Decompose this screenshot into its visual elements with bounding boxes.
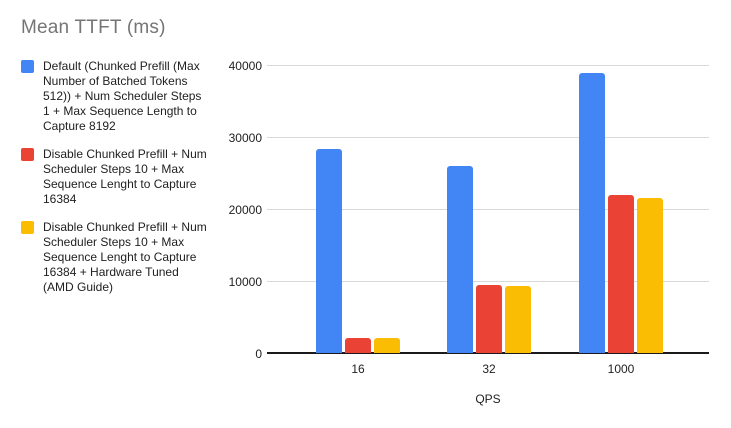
bar-yellow-qps-16 xyxy=(374,337,400,353)
bar-group-qps-32 xyxy=(447,165,531,353)
bar-blue-qps-1000 xyxy=(579,72,605,353)
bar-group-qps-16 xyxy=(316,149,400,353)
chart-title: Mean TTFT (ms) xyxy=(21,17,166,38)
x-tick-label-1000: 1000 xyxy=(607,362,635,376)
y-tick-label-40000: 40000 xyxy=(228,59,262,73)
bar-blue-qps-32 xyxy=(447,165,473,353)
y-tick-label-20000: 20000 xyxy=(228,203,262,217)
gridline-20000 xyxy=(267,209,709,210)
legend-swatch-icon-yellow xyxy=(21,221,34,234)
x-tick-label-32: 32 xyxy=(482,362,496,376)
gridline-40000 xyxy=(267,65,709,66)
bar-yellow-qps-32 xyxy=(505,286,531,353)
bar-red-qps-1000 xyxy=(608,195,634,353)
legend: Default (Chunked Prefill (Max Number of … xyxy=(21,59,221,295)
gridline-10000 xyxy=(267,281,709,282)
y-tick-label-10000: 10000 xyxy=(228,275,262,289)
plot-area xyxy=(267,65,709,354)
x-tick-label-16: 16 xyxy=(351,362,365,376)
legend-item-red: Disable Chunked Prefill + Num Scheduler … xyxy=(21,147,221,207)
gridline-30000 xyxy=(267,137,709,138)
legend-label-blue: Default (Chunked Prefill (Max Number of … xyxy=(43,59,202,133)
y-tick-label-0: 0 xyxy=(255,347,262,361)
x-axis-labels: 16 32 1000 xyxy=(267,362,709,378)
y-tick-label-30000: 30000 xyxy=(228,131,262,145)
x-axis-title: QPS xyxy=(475,392,501,406)
legend-swatch-icon-blue xyxy=(21,60,34,73)
bar-yellow-qps-1000 xyxy=(637,198,663,353)
x-axis-line xyxy=(267,352,709,354)
bar-red-qps-16 xyxy=(345,337,371,353)
bar-blue-qps-16 xyxy=(316,149,342,353)
bar-group-qps-1000 xyxy=(579,72,663,353)
y-axis-labels: 0 10000 20000 30000 40000 xyxy=(195,59,262,361)
legend-item-yellow: Disable Chunked Prefill + Num Scheduler … xyxy=(21,220,221,295)
legend-item-blue: Default (Chunked Prefill (Max Number of … xyxy=(21,59,221,134)
legend-swatch-icon-red xyxy=(21,148,34,161)
legend-label-red: Disable Chunked Prefill + Num Scheduler … xyxy=(43,147,207,206)
legend-label-yellow: Disable Chunked Prefill + Num Scheduler … xyxy=(43,220,207,294)
bar-red-qps-32 xyxy=(476,284,502,353)
